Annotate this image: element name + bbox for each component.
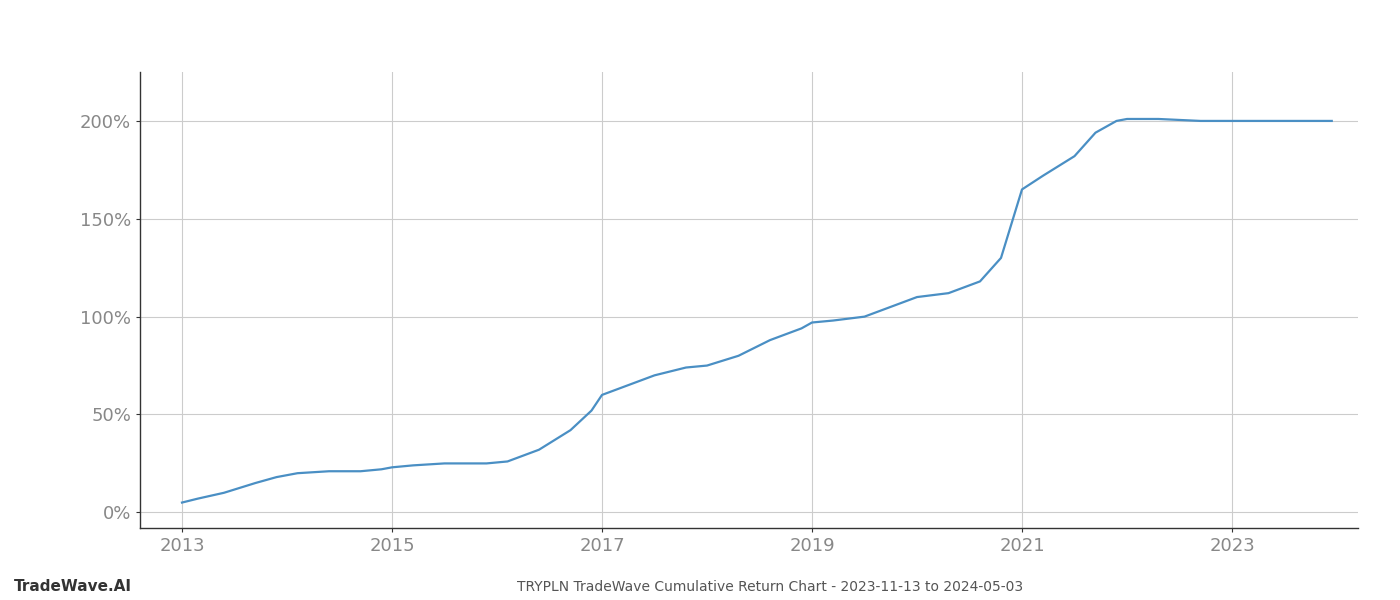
Text: TRYPLN TradeWave Cumulative Return Chart - 2023-11-13 to 2024-05-03: TRYPLN TradeWave Cumulative Return Chart…	[517, 580, 1023, 594]
Text: TradeWave.AI: TradeWave.AI	[14, 579, 132, 594]
